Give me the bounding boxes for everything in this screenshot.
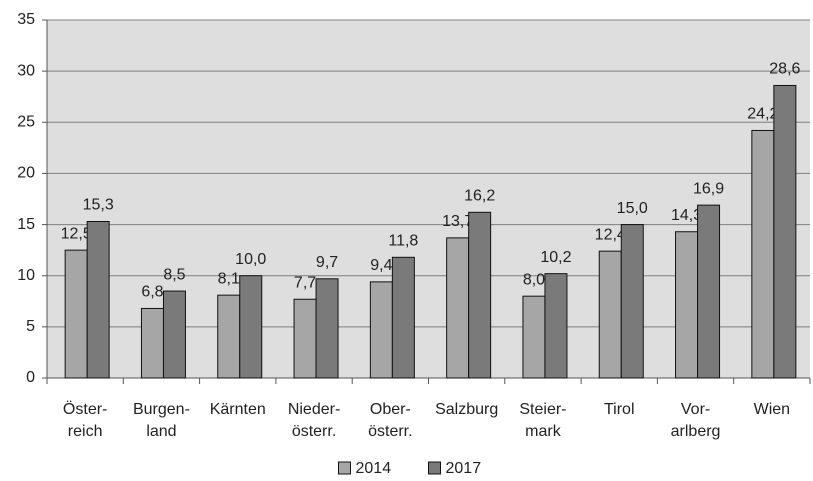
x-tick-label-line: Vor- bbox=[681, 401, 710, 418]
legend-swatch bbox=[338, 461, 351, 475]
x-tick-label-line: Kärnten bbox=[210, 401, 266, 418]
value-label: 8,1 bbox=[218, 270, 240, 287]
value-label: 9,7 bbox=[316, 254, 338, 271]
bar bbox=[620, 224, 644, 379]
bar bbox=[751, 129, 775, 379]
value-label: 8,0 bbox=[523, 271, 545, 288]
bar bbox=[446, 237, 470, 379]
x-tick-label-line: mark bbox=[525, 423, 562, 440]
legend-label: 2014 bbox=[356, 460, 392, 477]
bar bbox=[217, 294, 241, 379]
x-tick-label-line: reich bbox=[68, 423, 103, 440]
bar bbox=[468, 211, 492, 379]
y-tick-label: 30 bbox=[17, 62, 35, 79]
value-label: 9,4 bbox=[370, 257, 392, 274]
bar bbox=[293, 298, 317, 379]
x-tick-label-line: Nieder- bbox=[288, 401, 340, 418]
x-tick-label-line: Wien bbox=[754, 401, 790, 418]
bar bbox=[544, 273, 568, 379]
value-label: 24,2 bbox=[747, 106, 778, 123]
y-tick-label: 5 bbox=[26, 318, 35, 335]
y-tick-label: 35 bbox=[17, 11, 35, 28]
value-label: 7,7 bbox=[294, 274, 316, 291]
bar bbox=[239, 275, 263, 379]
value-label: 6,8 bbox=[141, 284, 163, 301]
value-label: 16,2 bbox=[464, 188, 495, 205]
x-tick-label-line: Burgen- bbox=[133, 401, 190, 418]
bar bbox=[64, 249, 88, 379]
value-label: 14,3 bbox=[671, 207, 702, 224]
value-label: 8,5 bbox=[163, 266, 185, 283]
x-tick-label-line: Öster- bbox=[63, 400, 107, 418]
x-tick-label-line: österr. bbox=[368, 423, 412, 440]
y-tick-label: 0 bbox=[26, 369, 35, 386]
bar bbox=[86, 221, 110, 379]
x-tick-label: Tirol bbox=[604, 401, 635, 418]
x-tick-label-line: arlberg bbox=[671, 423, 721, 440]
x-tick-label: Nieder-österr. bbox=[288, 401, 340, 440]
y-tick-label: 15 bbox=[17, 216, 35, 233]
value-label: 10,2 bbox=[540, 249, 571, 266]
bar bbox=[773, 84, 797, 379]
bar bbox=[391, 256, 415, 379]
x-tick-label: Vor-arlberg bbox=[671, 401, 721, 440]
x-tick-label-line: Salzburg bbox=[435, 401, 498, 418]
value-label: 15,0 bbox=[617, 200, 648, 217]
y-tick-label: 25 bbox=[17, 114, 35, 131]
value-label: 15,3 bbox=[83, 197, 114, 214]
x-tick-label: Steier-mark bbox=[519, 401, 566, 440]
x-tick-label: Salzburg bbox=[435, 401, 498, 418]
value-label: 16,9 bbox=[693, 180, 724, 197]
value-label: 12,4 bbox=[595, 226, 626, 243]
x-tick-label-line: österr. bbox=[292, 423, 336, 440]
x-tick-label-line: Steier- bbox=[519, 401, 566, 418]
value-label: 12,5 bbox=[61, 225, 92, 242]
bar bbox=[140, 307, 164, 379]
legend-label: 2017 bbox=[446, 460, 482, 477]
legend-swatch bbox=[428, 461, 441, 475]
x-tick-label: Wien bbox=[754, 401, 790, 418]
value-label: 10,0 bbox=[235, 251, 266, 268]
x-tick-label: Ober-österr. bbox=[368, 401, 412, 440]
x-tick-label: Öster-reich bbox=[63, 400, 107, 440]
bar bbox=[162, 290, 186, 379]
value-label: 13,7 bbox=[442, 213, 473, 230]
x-tick-label: Burgen-land bbox=[133, 401, 190, 440]
x-tick-label-line: Ober- bbox=[370, 401, 411, 418]
value-label: 28,6 bbox=[769, 61, 800, 78]
bar bbox=[598, 250, 622, 379]
bar bbox=[675, 231, 699, 379]
y-tick-label: 10 bbox=[17, 267, 35, 284]
bar bbox=[369, 281, 393, 379]
bar bbox=[522, 295, 546, 379]
y-tick-label: 20 bbox=[17, 165, 35, 182]
x-tick-label: Kärnten bbox=[210, 401, 266, 418]
x-tick-label-line: land bbox=[146, 423, 176, 440]
value-label: 11,8 bbox=[388, 233, 418, 250]
bar bbox=[697, 204, 721, 379]
x-tick-label-line: Tirol bbox=[604, 401, 635, 418]
bar bbox=[315, 278, 339, 379]
